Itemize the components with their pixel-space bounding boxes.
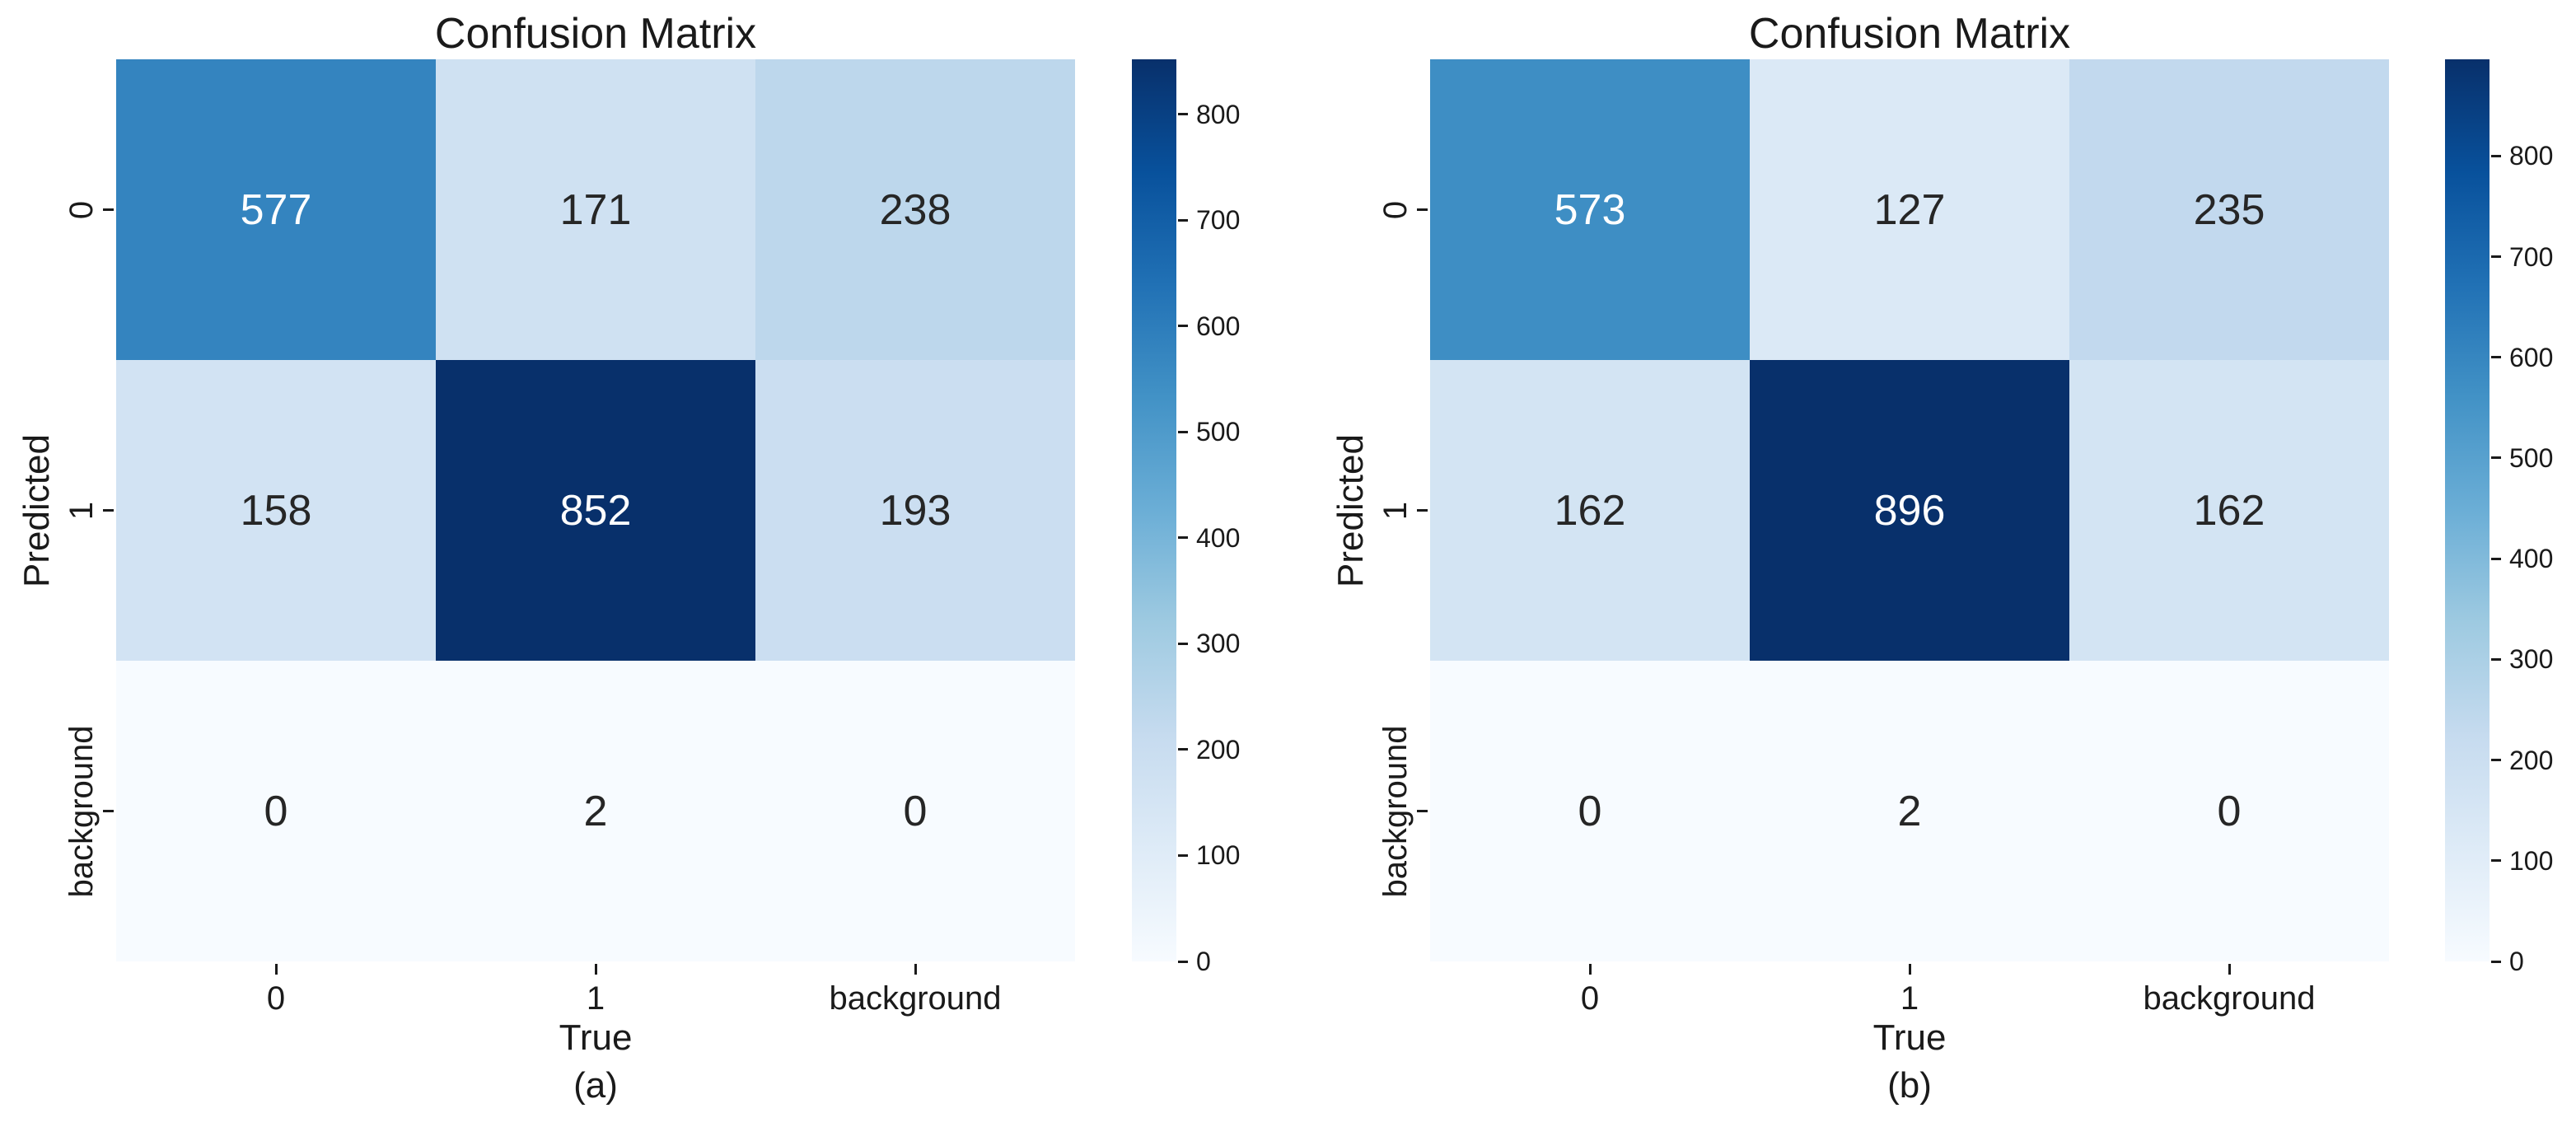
colorbar-tick-label: 500	[2509, 442, 2554, 473]
heatmap-cell: 193	[755, 360, 1075, 661]
x-tick-label: 1	[586, 980, 605, 1017]
heatmap-cell: 158	[116, 360, 436, 661]
colorbar-tick-label: 800	[1196, 99, 1241, 129]
x-tick-mark	[274, 964, 278, 975]
y-tick-label: background	[63, 724, 100, 898]
y-tick-mark	[103, 509, 114, 512]
colorbar-tick-mark	[1178, 430, 1188, 433]
colorbar-tick-mark	[2491, 557, 2501, 560]
x-tick-mark	[594, 964, 597, 975]
heatmap-cell: 235	[2069, 59, 2389, 360]
y-tick-mark	[1417, 509, 1428, 512]
x-tick-label: 0	[1580, 980, 1600, 1017]
colorbar-tick-mark	[1178, 113, 1188, 116]
colorbar-tick-label: 200	[2509, 745, 2554, 775]
x-tick-label: 1	[1900, 980, 1919, 1017]
colorbar-tick-label: 500	[1196, 417, 1241, 447]
colorbar-tick-label: 400	[1196, 522, 1241, 553]
colorbar-tick-mark	[1178, 536, 1188, 540]
colorbar-tick-label: 300	[1196, 629, 1241, 659]
colorbar-tick-label: 100	[2509, 845, 2554, 876]
x-tick-mark	[914, 964, 917, 975]
colorbar-tick-label: 600	[1196, 311, 1241, 341]
heatmap-cell: 573	[1430, 59, 1750, 360]
heatmap-cell: 852	[436, 360, 755, 661]
heatmap-cell: 238	[755, 59, 1075, 360]
y-axis-label: Predicted	[16, 433, 57, 587]
heatmap-cell: 0	[1430, 661, 1750, 961]
colorbar-tick-mark	[1178, 325, 1188, 328]
heatmap-cell: 577	[116, 59, 436, 360]
colorbar-tick-mark	[1178, 642, 1188, 645]
colorbar	[1132, 59, 1176, 961]
colorbar-tick-label: 700	[1196, 205, 1241, 236]
colorbar-tick-label: 800	[2509, 141, 2554, 171]
colorbar-tick-mark	[1178, 853, 1188, 857]
colorbar-tick-label: 0	[1196, 947, 1211, 976]
heatmap-cell: 2	[436, 661, 755, 961]
colorbar-tick-label: 0	[2509, 947, 2524, 976]
chart-title: Confusion Matrix	[434, 10, 757, 58]
colorbar-tick-label: 400	[2509, 544, 2554, 574]
x-tick-label: 0	[266, 980, 286, 1017]
subfigure-caption-b: (b)	[1887, 1065, 1932, 1106]
x-tick-mark	[2228, 964, 2231, 975]
colorbar-tick-mark	[2491, 255, 2501, 259]
heatmap-cell: 0	[2069, 661, 2389, 961]
colorbar-tick-mark	[2491, 456, 2501, 460]
heatmap-cell: 0	[116, 661, 436, 961]
colorbar-tick-mark	[2491, 960, 2501, 963]
colorbar-tick-mark	[2491, 356, 2501, 359]
heatmap-cell: 162	[1430, 360, 1750, 661]
heatmap-cell: 171	[436, 59, 755, 360]
x-tick-mark	[1908, 964, 1911, 975]
colorbar	[2445, 59, 2490, 961]
y-tick-mark	[103, 208, 114, 211]
y-axis-label: Predicted	[1330, 433, 1371, 587]
colorbar-tick-label: 600	[2509, 342, 2554, 372]
heatmap-cell: 0	[755, 661, 1075, 961]
x-tick-mark	[1588, 964, 1592, 975]
colorbar-tick-label: 700	[2509, 241, 2554, 272]
x-axis-label: True	[559, 1017, 633, 1058]
heatmap-cell: 162	[2069, 360, 2389, 661]
y-tick-label: 0	[1377, 200, 1414, 219]
y-tick-label: 0	[63, 200, 100, 219]
colorbar-tick-mark	[1178, 748, 1188, 751]
y-tick-mark	[1417, 810, 1428, 812]
colorbar-tick-mark	[2491, 154, 2501, 157]
subfigure-caption-a: (a)	[573, 1065, 618, 1106]
y-tick-label: 1	[1377, 501, 1414, 520]
y-tick-label: 1	[63, 501, 100, 520]
colorbar-tick-mark	[2491, 859, 2501, 863]
colorbar-tick-label: 100	[1196, 840, 1241, 871]
y-tick-mark	[1417, 208, 1428, 211]
colorbar-tick-mark	[2491, 657, 2501, 661]
x-tick-label: background	[2143, 980, 2316, 1017]
heatmap-cell: 896	[1750, 360, 2069, 661]
heatmap-cell: 127	[1750, 59, 2069, 360]
x-axis-label: True	[1872, 1017, 1947, 1058]
y-tick-mark	[103, 810, 114, 812]
y-tick-label: background	[1377, 724, 1414, 898]
x-tick-label: background	[829, 980, 1002, 1017]
colorbar-tick-mark	[1178, 960, 1188, 963]
colorbar-tick-label: 200	[1196, 734, 1241, 765]
heatmap-cell: 2	[1750, 661, 2069, 961]
colorbar-tick-mark	[2491, 759, 2501, 762]
colorbar-tick-label: 300	[2509, 644, 2554, 675]
colorbar-tick-mark	[1178, 218, 1188, 222]
chart-title: Confusion Matrix	[1748, 10, 2071, 58]
